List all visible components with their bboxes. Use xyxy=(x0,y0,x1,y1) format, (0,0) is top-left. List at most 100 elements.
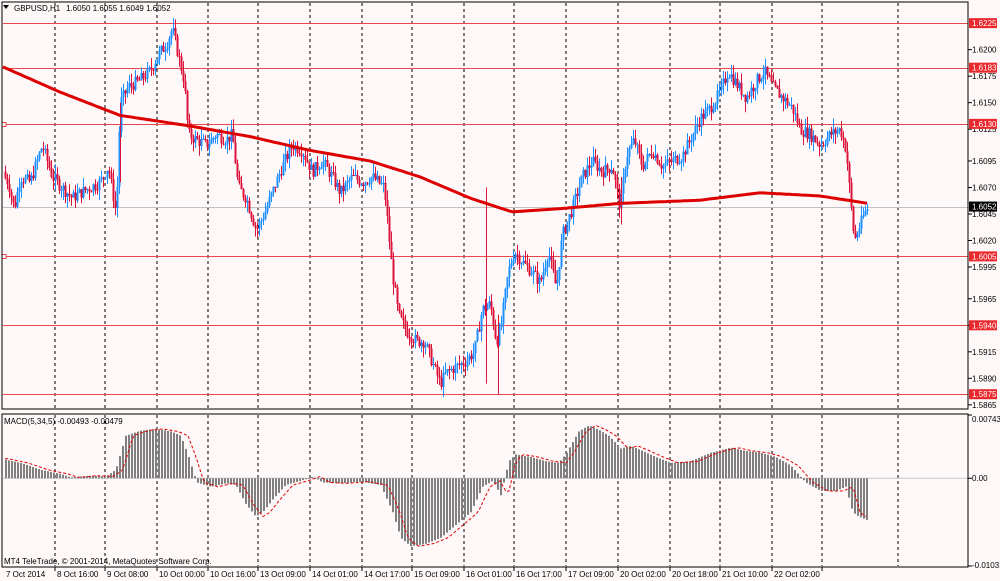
bear-candle xyxy=(418,337,421,346)
macd-bar xyxy=(308,477,310,479)
bull-candle xyxy=(322,161,325,168)
bear-candle xyxy=(404,320,407,329)
bull-candle xyxy=(498,327,501,345)
bear-candle xyxy=(676,156,679,164)
price-tick-label: 1.5965 xyxy=(972,295,997,304)
bull-candle xyxy=(66,193,69,197)
macd-bar xyxy=(329,478,331,483)
bear-candle xyxy=(650,154,653,157)
bear-candle xyxy=(410,338,413,343)
bear-candle xyxy=(332,171,335,173)
level-badge xyxy=(969,389,997,400)
macd-bar xyxy=(653,456,655,479)
bull-candle xyxy=(36,159,39,162)
bear-candle xyxy=(300,153,303,157)
bear-candle xyxy=(396,287,399,304)
bull-candle xyxy=(340,185,343,194)
bear-candle xyxy=(724,78,727,83)
macd-bar xyxy=(473,478,475,506)
macd-bar xyxy=(458,478,460,523)
bull-candle xyxy=(376,176,379,180)
macd-bar xyxy=(38,469,40,479)
bear-candle xyxy=(394,284,397,288)
bull-candle xyxy=(738,82,741,89)
bear-candle xyxy=(192,138,195,143)
macd-bar xyxy=(494,478,496,485)
macd-bar xyxy=(434,478,436,541)
bull-candle xyxy=(282,161,285,176)
bear-candle xyxy=(846,151,849,164)
level-badge-label: 1.5940 xyxy=(972,321,997,330)
bull-candle xyxy=(314,162,317,177)
vertical-grid xyxy=(54,3,899,566)
macd-bar xyxy=(614,442,616,479)
macd-bar xyxy=(185,448,187,479)
bear-candle xyxy=(768,74,771,77)
macd-bar xyxy=(8,460,10,479)
macd-bar xyxy=(332,478,334,483)
bull-candle xyxy=(532,270,535,275)
macd-bar xyxy=(377,478,379,485)
macd-bar xyxy=(92,475,94,479)
macd-bar xyxy=(686,461,688,479)
macd-bar xyxy=(575,436,577,479)
bull-candle xyxy=(302,155,305,157)
bear-candle xyxy=(58,179,61,191)
time-tick-label: 10 Oct 16:00 xyxy=(210,570,256,579)
bear-candle xyxy=(180,56,183,72)
bull-candle xyxy=(230,129,233,142)
macd-bar xyxy=(668,462,670,479)
candlestick-series[interactable] xyxy=(4,17,869,398)
level-badge-label: 1.5875 xyxy=(972,390,997,399)
bull-candle xyxy=(44,148,47,150)
bear-candle xyxy=(366,182,369,184)
bear-candle xyxy=(298,152,301,154)
bear-candle xyxy=(174,27,177,37)
bull-candle xyxy=(864,210,867,216)
bear-candle xyxy=(14,202,17,207)
bull-candle xyxy=(476,329,479,342)
macd-bar xyxy=(830,478,832,492)
bear-candle xyxy=(124,90,127,94)
bear-candle xyxy=(308,162,311,170)
bear-candle xyxy=(68,193,71,196)
bear-candle xyxy=(464,365,467,367)
bull-candle xyxy=(172,27,175,32)
macd-bar xyxy=(824,478,826,492)
macd-bar xyxy=(395,478,397,522)
macd-bar xyxy=(134,432,136,479)
macd-bar xyxy=(845,478,847,487)
bull-candle xyxy=(460,363,463,365)
bull-candle xyxy=(514,254,517,260)
bull-candle xyxy=(682,151,685,162)
bear-candle xyxy=(434,364,437,366)
bear-candle xyxy=(422,342,425,348)
bull-candle xyxy=(446,369,449,373)
macd-bar xyxy=(278,478,280,493)
bear-candle xyxy=(388,216,391,242)
bull-candle xyxy=(664,163,667,166)
macd-bar xyxy=(713,451,715,479)
macd-bar xyxy=(266,478,268,508)
level-badge-label: 1.6225 xyxy=(972,19,997,28)
macd-bar xyxy=(56,473,58,479)
bull-candle xyxy=(644,161,647,170)
bull-candle xyxy=(200,139,203,146)
bull-candle xyxy=(482,305,485,316)
bear-candle xyxy=(204,138,207,140)
bear-candle xyxy=(576,193,579,196)
bull-candle xyxy=(734,78,737,85)
bull-candle xyxy=(372,173,375,178)
bear-candle xyxy=(740,82,743,96)
price-panel[interactable]: GBPUSD,H1 1.6050 1.6055 1.6049 1.6052 xyxy=(1,4,968,398)
bull-candle xyxy=(678,162,681,164)
macd-panel[interactable]: MACD(5,34,5) -0.00493 -0.00479 MT4 TeleT… xyxy=(3,417,968,566)
bear-candle xyxy=(240,183,243,190)
level-anchor xyxy=(1,254,7,259)
macd-bar xyxy=(164,430,166,479)
bear-candle xyxy=(710,105,713,113)
macd-bar xyxy=(170,431,172,479)
bear-candle xyxy=(112,178,115,201)
triangle-down-icon[interactable] xyxy=(3,5,9,9)
